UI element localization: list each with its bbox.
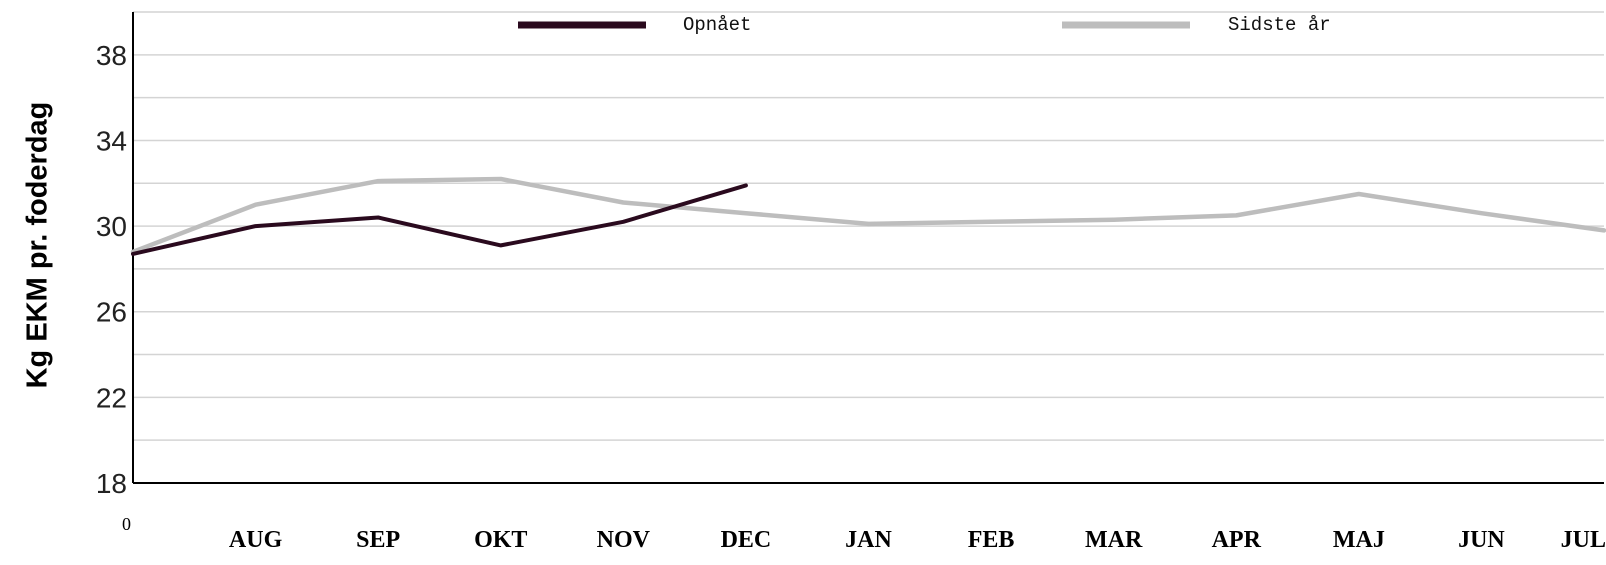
x-tick-label: NOV	[597, 527, 651, 553]
y-tick-label: 26	[96, 297, 127, 328]
y-tick-label: 22	[96, 382, 127, 413]
y-tick-label: 30	[96, 211, 127, 242]
x-tick-label: DEC	[721, 527, 772, 553]
x-tick-label: JUL	[1561, 527, 1606, 553]
origin-label: 0	[122, 514, 131, 534]
x-tick-label: MAJ	[1333, 527, 1385, 553]
x-tick-label: JUN	[1458, 527, 1505, 553]
series-line-last-year	[130, 176, 1606, 255]
x-tick-labels: AUG SEP OKT NOV DEC JAN FEB MAR APR MAJ JUN JUL	[229, 527, 1606, 553]
x-tick-label: JAN	[845, 527, 892, 553]
legend: Opnået Sidste år	[518, 14, 1331, 36]
series-line-achieved	[131, 183, 748, 256]
x-tick-label: APR	[1212, 527, 1262, 553]
y-tick-labels: 18 22 26 30 34 38	[96, 40, 127, 499]
y-tick-label: 18	[96, 468, 127, 499]
y-tick-label: 38	[96, 40, 127, 71]
x-tick-label: AUG	[229, 527, 283, 553]
x-tick-label: OKT	[474, 527, 527, 553]
legend-label: Sidste år	[1228, 14, 1331, 36]
y-tick-label: 34	[96, 125, 127, 156]
series-lines	[130, 176, 1606, 256]
legend-label: Opnået	[683, 14, 751, 36]
x-tick-label: SEP	[356, 527, 400, 553]
x-tick-label: MAR	[1085, 527, 1143, 553]
x-tick-label: FEB	[968, 527, 1015, 553]
axes	[132, 12, 1604, 484]
